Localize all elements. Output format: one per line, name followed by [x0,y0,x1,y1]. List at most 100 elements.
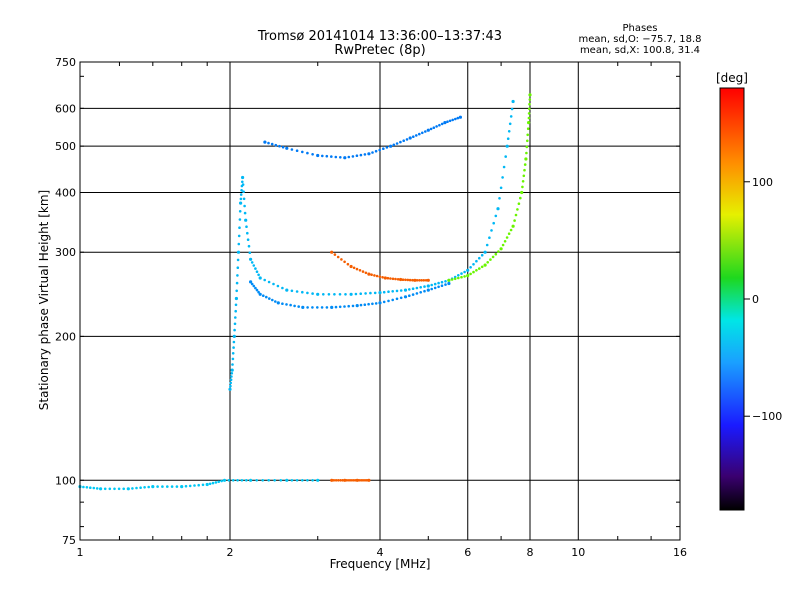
data-point [230,372,234,375]
data-point [382,147,385,150]
data-point [306,151,309,155]
data-point [271,298,274,302]
data-point [391,290,395,293]
data-point [320,306,324,309]
data-point [460,272,463,275]
data-point [240,189,243,192]
data-point [419,291,423,294]
data-point [391,277,395,281]
data-point [511,99,515,104]
data-point [438,123,441,127]
data-point [423,285,426,288]
data-point [82,485,85,489]
data-point [510,107,514,111]
data-point [252,284,256,288]
data-point [499,247,503,251]
data-point [279,479,283,482]
data-point [351,155,355,158]
data-point [367,302,370,306]
data-point [243,211,247,215]
data-point [338,293,342,296]
data-point [208,482,212,486]
data-point [255,479,258,482]
data-point [440,284,444,288]
data-point [229,378,233,382]
data-point [108,487,112,491]
data-point [249,257,253,261]
data-point [316,306,319,309]
data-point [451,118,455,122]
data-point [261,479,265,482]
data-point [516,208,519,211]
data-point [347,304,351,308]
data-point [521,180,525,183]
data-point [446,120,449,123]
data-point [378,291,382,295]
data-point [267,141,270,145]
data-point [492,221,496,225]
data-point [332,479,336,482]
data-point [262,294,265,298]
data-point [333,293,336,296]
data-point [243,204,246,208]
data-point [340,258,343,261]
data-point [415,134,418,137]
data-point [135,486,138,490]
data-point [349,292,353,296]
data-point [339,479,342,482]
data-point [237,234,241,238]
data-point [232,346,235,349]
data-point [239,197,243,201]
chart-title: Tromsø 20141014 13:36:00–13:37:43 [257,29,502,44]
data-point [509,228,513,232]
data-point [254,286,257,290]
data-point [511,224,515,228]
data-point [344,293,347,296]
data-point [426,278,430,282]
data-point [375,274,379,278]
data-point [232,340,236,344]
data-point [349,264,353,269]
data-point [193,484,196,487]
data-point [509,115,513,118]
data-point [85,486,89,489]
data-point [418,279,421,282]
data-point [180,485,184,489]
data-point [361,270,365,273]
data-point [504,155,508,158]
data-point [267,479,271,482]
data-point [343,305,346,308]
data-point [156,485,159,488]
data-point [374,302,378,305]
data-point [257,273,260,277]
data-point [290,479,294,482]
data-point [236,479,239,482]
data-point [359,153,363,157]
data-point [238,210,242,213]
data-point [513,219,516,222]
y-tick-label: 600 [55,102,76,115]
data-point [143,486,146,489]
data-point [351,304,355,308]
data-point [274,143,278,147]
data-point [424,130,427,133]
y-tick-label: 750 [55,56,76,69]
data-point [385,146,389,149]
data-point [233,322,237,326]
data-point [122,487,125,491]
data-point [273,479,277,482]
data-point [399,140,402,144]
x-tick-label: 6 [464,546,471,559]
data-point [330,250,334,254]
data-point [422,279,426,282]
data-point [295,290,299,293]
data-point [526,133,529,137]
data-point [378,275,382,279]
data-point [523,168,526,172]
data-point [343,156,347,160]
data-point [354,292,358,296]
data-point [408,136,412,140]
data-point [205,482,209,487]
data-point [267,280,271,284]
data-point [230,375,233,378]
